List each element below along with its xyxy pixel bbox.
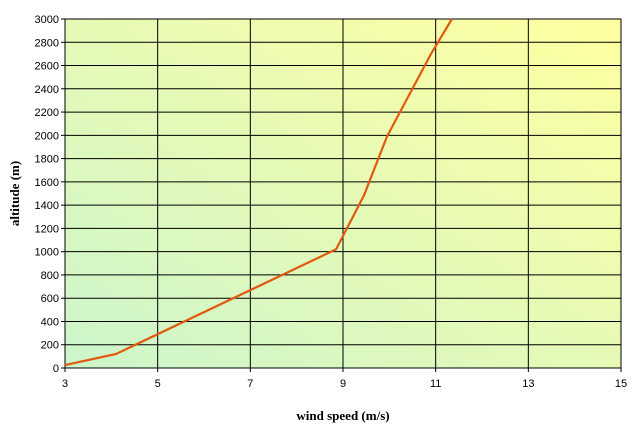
y-tick-label: 2800 [35, 37, 59, 49]
x-tick-label: 3 [62, 378, 68, 390]
x-tick-label: 9 [340, 378, 346, 390]
y-tick-label: 400 [41, 316, 59, 328]
y-tick-labels: 0 200 400 600 800 1000 1200 1400 1600 1800 2000 220… [35, 14, 59, 375]
y-axis-title: altitude (m) [7, 161, 22, 226]
x-tick-label: 7 [247, 378, 253, 390]
y-tick-label: 2400 [35, 84, 59, 96]
gridlines [61, 18, 622, 372]
x-tick-label: 13 [522, 378, 534, 390]
x-axis-title: wind speed (m/s) [296, 408, 389, 423]
y-tick-label: 1800 [35, 154, 59, 166]
x-tick-labels: 3 5 7 9 11 13 15 [62, 378, 627, 390]
y-tick-label: 1200 [35, 223, 59, 235]
y-tick-label: 2000 [35, 130, 59, 142]
y-tick-label: 1600 [35, 177, 59, 189]
x-tick-label: 11 [430, 378, 441, 390]
y-tick-label: 1000 [35, 247, 59, 259]
y-tick-label: 800 [41, 270, 59, 282]
y-tick-label: 200 [41, 340, 59, 352]
y-tick-label: 600 [41, 293, 59, 305]
y-tick-label: 2600 [35, 61, 59, 73]
y-tick-label: 1400 [35, 200, 59, 212]
y-tick-label: 0 [53, 363, 59, 375]
y-tick-label: 3000 [35, 14, 59, 26]
series-line [64, 18, 453, 367]
x-tick-label: 15 [615, 378, 627, 390]
y-tick-label: 2200 [35, 107, 59, 119]
x-tick-label: 5 [155, 378, 161, 390]
series-group [64, 18, 453, 367]
